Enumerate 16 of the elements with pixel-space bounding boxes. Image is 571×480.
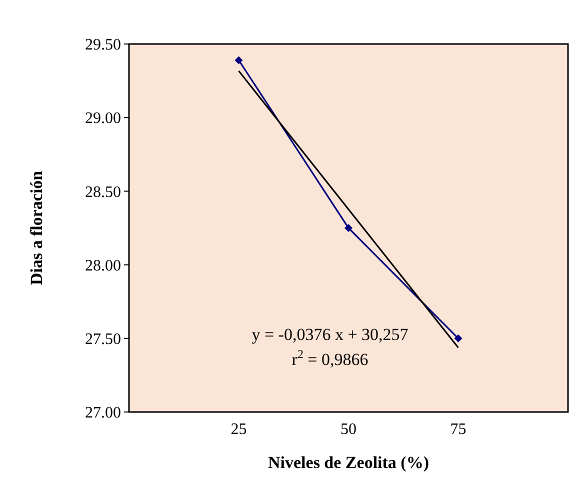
- x-tick-label: 50: [340, 421, 356, 438]
- y-axis-title: Dias a floración: [27, 170, 46, 286]
- point: [344, 224, 352, 232]
- y-tick-label: 27.50: [85, 331, 121, 348]
- annotation: r$^{2}$ = 0,9866: [292, 347, 368, 369]
- y-tick-label: 29.50: [85, 36, 121, 54]
- x-tick-label: 25: [230, 421, 247, 438]
- x-axis-title: Niveles de Zeolita (%): [268, 453, 429, 472]
- y-tick-label: 28.00: [85, 257, 121, 274]
- point: [454, 334, 462, 342]
- y-tick-label: 29.00: [85, 110, 121, 128]
- point: [234, 56, 243, 64]
- y-tick-label: 27.00: [85, 404, 121, 422]
- x-tick-label: 75: [450, 421, 466, 438]
- y-tick-label: 28.50: [85, 184, 121, 201]
- annotation: y = -0,0376 x + 30,257: [252, 325, 409, 344]
